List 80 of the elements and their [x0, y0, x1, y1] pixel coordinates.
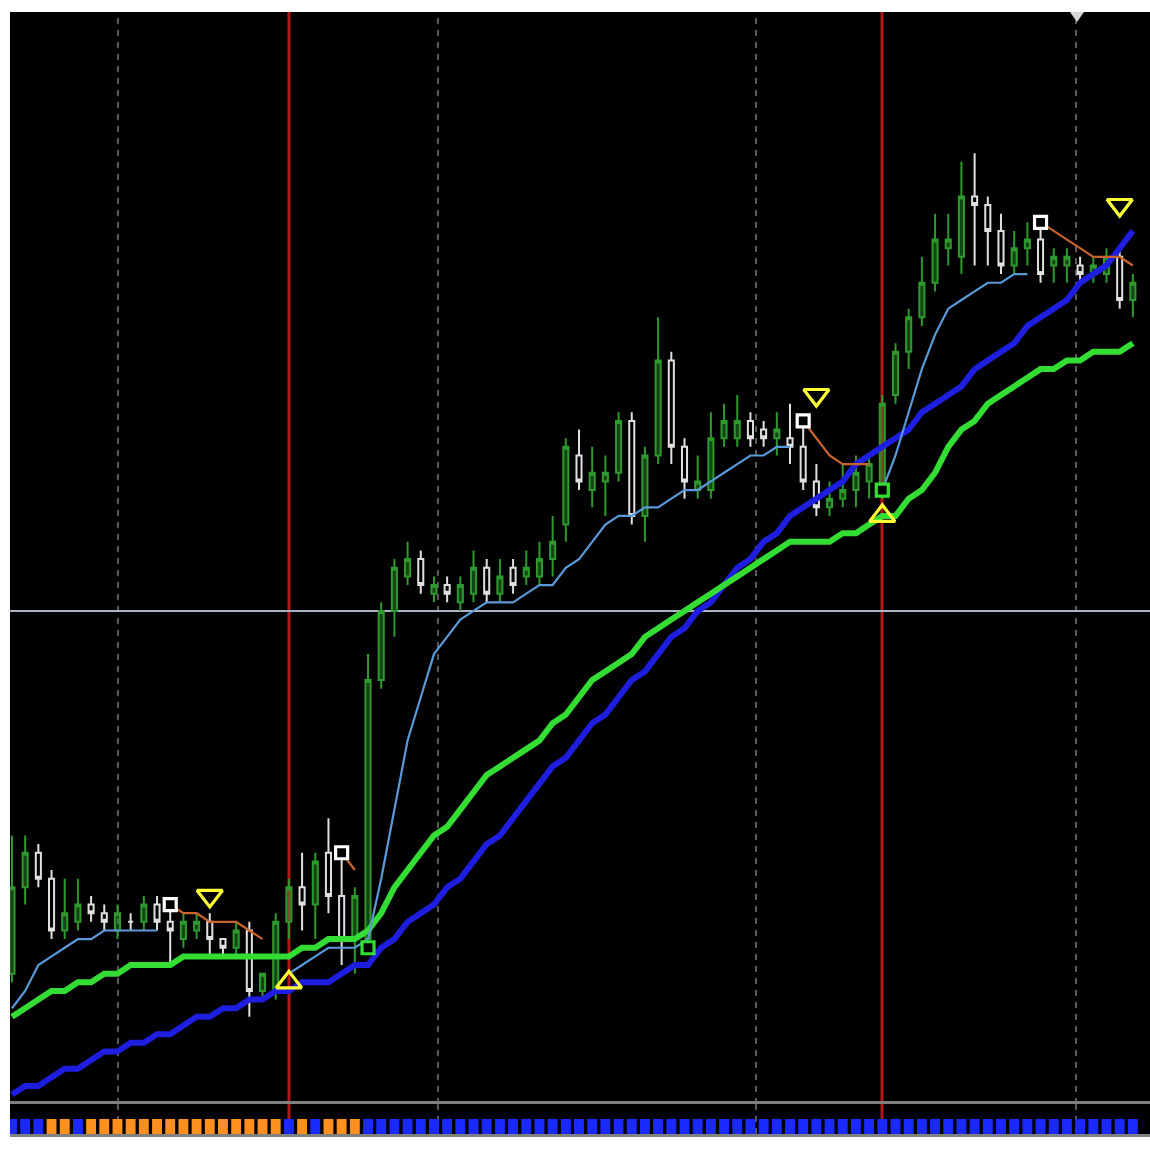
candlestick [918, 255, 926, 327]
candlestick [193, 912, 201, 941]
candlestick [984, 195, 992, 267]
candlestick [562, 437, 570, 543]
point [274, 969, 304, 990]
candlestick [87, 894, 95, 923]
candlestick [298, 851, 306, 932]
candlestick [140, 894, 148, 932]
candlestick [1063, 247, 1071, 284]
candlestick [245, 920, 253, 1018]
candlestick [258, 972, 267, 1001]
candlestick [390, 558, 398, 638]
candlestick [865, 454, 873, 500]
candlestick [10, 834, 16, 984]
candlestick [61, 877, 69, 941]
candlestick [377, 601, 385, 690]
candlestick [417, 549, 425, 595]
point [334, 845, 350, 861]
candlestick [746, 411, 754, 448]
candlestick [219, 938, 227, 958]
point [195, 888, 225, 909]
candlestick [931, 212, 939, 293]
candlestick [615, 411, 623, 483]
candlestick [535, 540, 543, 587]
candlestick [496, 558, 504, 604]
candlestick [944, 212, 952, 267]
candlestick [21, 834, 29, 906]
candlestick [549, 514, 557, 578]
candlestick [34, 843, 42, 889]
candlestick [641, 445, 649, 543]
candlestick [720, 402, 728, 448]
point [795, 413, 811, 429]
candlestick [707, 411, 715, 500]
candlestick [957, 160, 965, 276]
candlestick [430, 575, 438, 604]
candlestick [456, 575, 464, 612]
candlestick [694, 454, 702, 500]
point [1105, 197, 1134, 218]
candlestick [179, 912, 187, 949]
candlestick [1050, 247, 1058, 284]
candlestick [1129, 273, 1137, 319]
candlestick [522, 549, 530, 587]
point [802, 387, 831, 408]
candlestick [469, 549, 478, 604]
candlestick [1023, 221, 1031, 267]
candlestick [733, 394, 741, 448]
candlestick [588, 445, 596, 509]
candlestick [654, 316, 662, 466]
candlestick [667, 350, 675, 466]
candlestick [1076, 255, 1084, 284]
candlestick [74, 877, 82, 932]
candlestick [206, 912, 214, 958]
candlestick [575, 428, 583, 492]
point [360, 940, 376, 956]
point [874, 482, 890, 498]
candlestick [100, 903, 108, 932]
candlestick [680, 437, 689, 500]
candlestick [311, 851, 319, 941]
candlestick [127, 912, 135, 932]
candlestick [773, 411, 781, 457]
candlestick [113, 903, 122, 941]
candlestick [483, 558, 491, 604]
candlestick [48, 869, 56, 941]
candlestick [1010, 229, 1018, 276]
candlestick [628, 411, 636, 526]
point [162, 896, 178, 913]
point [868, 503, 897, 524]
candlestick [971, 152, 979, 267]
candlestick [997, 212, 1005, 276]
candlestick [905, 307, 913, 371]
candlestick [601, 454, 609, 517]
point [1032, 214, 1049, 230]
candlestick [891, 342, 900, 405]
candlestick [760, 419, 768, 448]
candlestick [509, 558, 517, 595]
candlestick [232, 920, 240, 958]
candlestick [285, 877, 293, 941]
candlestick [443, 575, 451, 604]
candlestick [786, 402, 794, 466]
candlestick [404, 540, 412, 587]
